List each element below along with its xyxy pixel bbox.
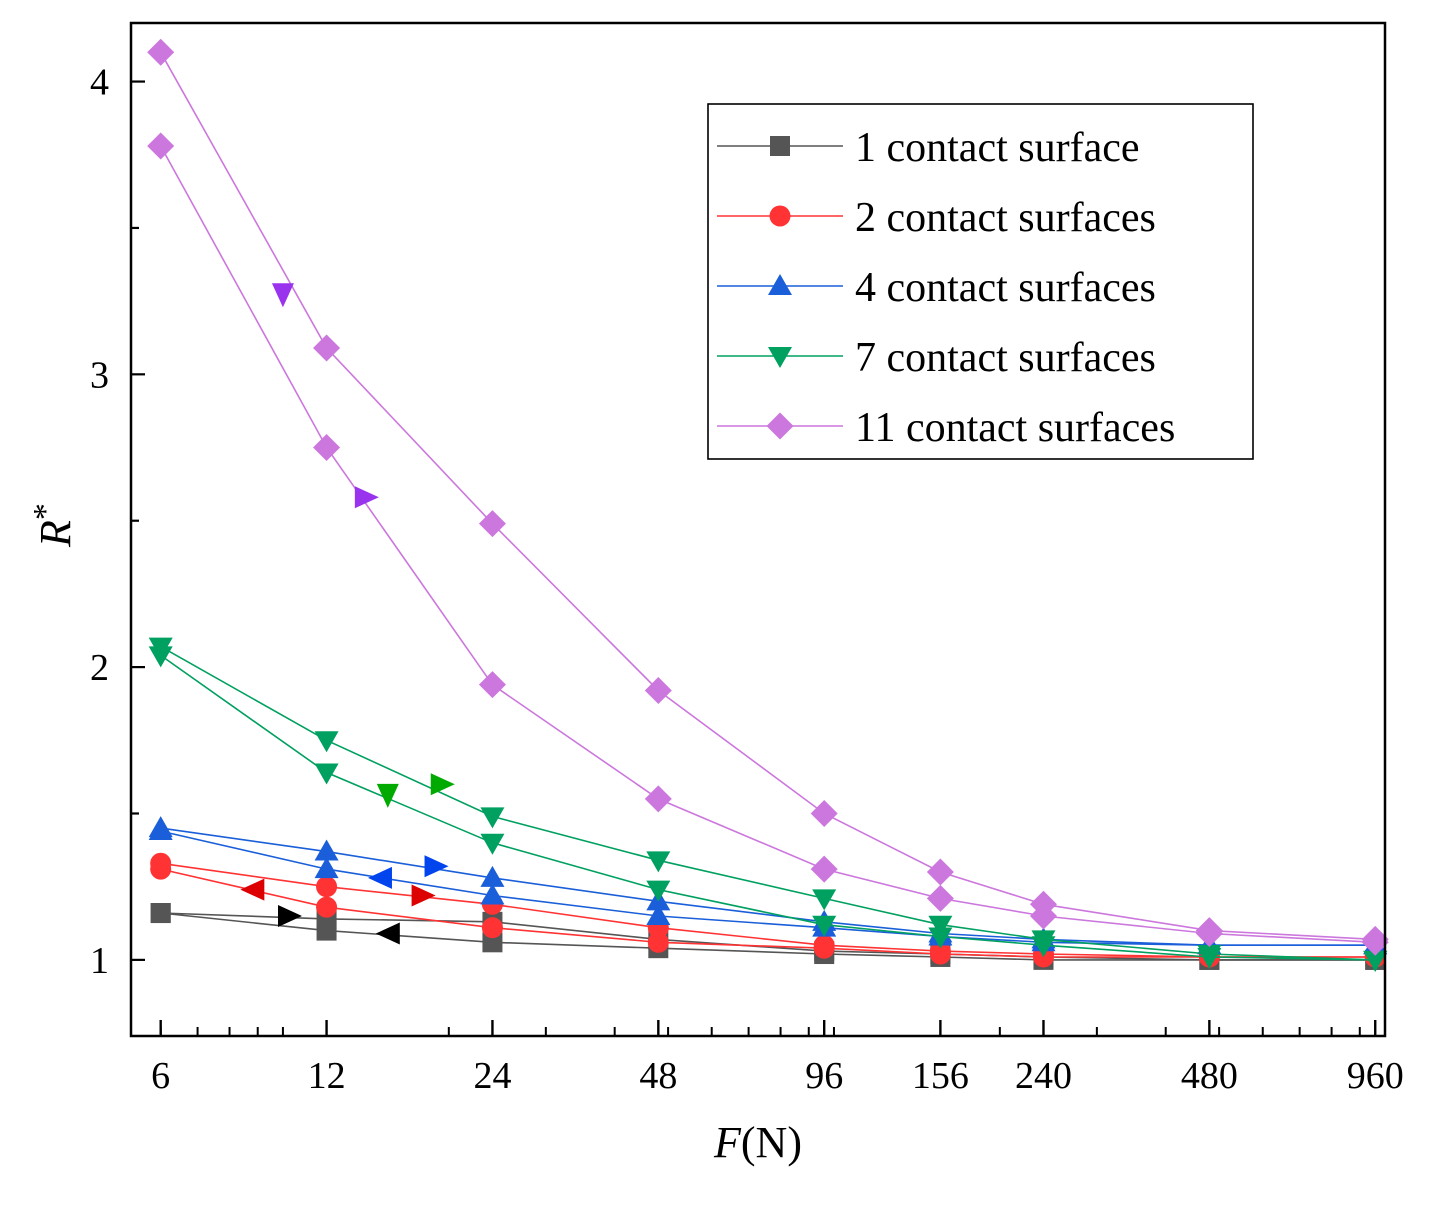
direction-arrow [430,773,455,796]
legend-marker [769,205,791,227]
y-tick-label: 2 [90,647,109,689]
series-2 [150,852,1386,968]
data-point [480,865,505,887]
x-tick-label: 6 [151,1055,170,1097]
data-point [644,785,672,813]
data-point [1195,917,1223,945]
x-axis-title: F(N) [713,1118,802,1167]
legend-marker [770,136,790,156]
data-point [147,132,175,160]
y-axis-title: R* [27,503,80,548]
direction-arrow [367,866,392,889]
data-point [1031,930,1056,952]
x-tick-label: 96 [805,1055,843,1097]
data-point [480,883,505,905]
series-5 [147,38,1389,956]
direction-arrow [411,884,436,907]
data-point [150,852,172,874]
data-point [813,934,835,956]
data-point [812,915,837,937]
data-point [928,927,953,949]
legend-marker [768,274,792,295]
data-point [1363,950,1388,972]
y-axis-symbol: R [31,520,80,548]
x-tick-label: 24 [473,1055,511,1097]
data-point [646,851,671,873]
series-4 [148,637,1388,972]
x-tick-label: 48 [639,1055,677,1097]
legend-item: 11 contact surfaces [717,405,1175,451]
legend-label: 2 contact surfaces [855,195,1156,241]
legend-label: 4 contact surfaces [855,265,1156,311]
data-point [478,510,506,538]
data-point [646,880,671,902]
data-point [928,915,953,937]
data-point [316,896,338,918]
legend-item: 2 contact surfaces [717,195,1156,241]
direction-arrow [376,783,399,808]
legend-item: 4 contact surfaces [717,265,1156,311]
data-point [148,637,173,659]
legend-item: 1 contact surface [717,125,1140,171]
data-point [481,917,503,939]
legend-marker [768,347,792,368]
x-tick-label: 156 [912,1055,969,1097]
legend-box [707,103,1254,460]
direction-arrow [271,283,294,308]
y-tick-label: 3 [90,354,109,396]
x-tick-label: 960 [1347,1055,1404,1097]
direction-arrow [375,922,400,945]
data-point [480,807,505,829]
x-tick-label: 480 [1181,1055,1238,1097]
data-point [1361,925,1389,953]
direction-arrow [278,904,303,927]
data-point [926,858,954,886]
legend-label: 7 contact surfaces [855,335,1156,381]
x-axis-unit: (N) [741,1118,802,1167]
y-tick-label: 4 [90,62,109,104]
data-point [647,931,669,953]
data-point [646,903,671,925]
data-point [1197,945,1222,967]
data-point [812,889,837,911]
data-point [313,334,341,362]
data-point [810,799,838,827]
data-point [1029,890,1057,918]
data-point [810,855,838,883]
data-point [148,816,173,838]
data-point [314,763,339,785]
x-axis-symbol: F [713,1118,742,1167]
data-point [644,677,672,705]
legend-label: 11 contact surfaces [855,405,1175,451]
y-tick-label: 1 [90,940,109,982]
data-point [929,940,951,962]
legend-label: 1 contact surface [855,125,1140,171]
data-point [150,903,171,924]
legend-item: 7 contact surfaces [717,335,1156,381]
y-axis-superscript: * [27,503,64,520]
legend: 1 contact surface 2 contact surfaces 4 con… [707,103,1254,460]
data-point [147,38,175,66]
data-point [313,434,341,462]
data-point [314,839,339,861]
direction-arrow [424,855,449,878]
data-point [478,671,506,699]
plot-frame [129,21,1387,1038]
x-tick-label: 240 [1015,1055,1072,1097]
data-point [314,731,339,753]
data-point [482,932,503,953]
data-point [480,833,505,855]
x-tick-label: 12 [308,1055,346,1097]
data-point [926,884,954,912]
direction-arrow [354,486,379,509]
data-point [316,876,338,898]
data-point [314,857,339,879]
direction-arrow [240,878,265,901]
data-layer [147,38,1389,972]
legend-marker [766,412,794,440]
